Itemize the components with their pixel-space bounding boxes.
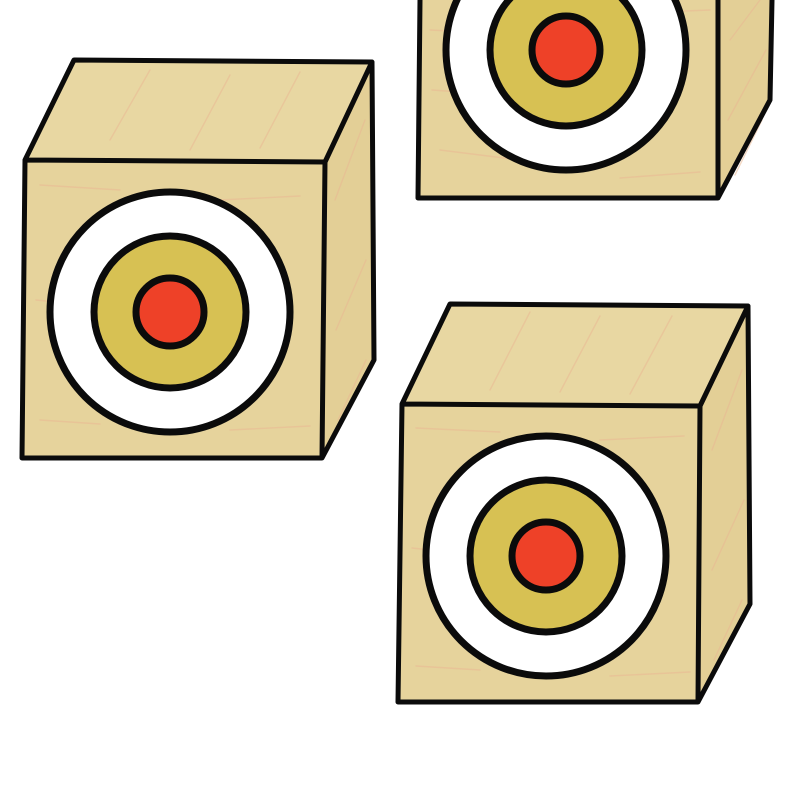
target-icon xyxy=(426,436,666,676)
target-bullseye xyxy=(532,16,600,84)
box-top-face xyxy=(402,304,748,406)
target-bullseye xyxy=(512,522,580,590)
box-top-face xyxy=(25,60,372,162)
target-box-1[interactable] xyxy=(418,0,772,198)
box-side-face xyxy=(718,0,772,198)
target-bullseye xyxy=(136,278,204,346)
target-icon xyxy=(50,192,290,432)
target-box-2[interactable] xyxy=(22,60,374,458)
target-box-3[interactable] xyxy=(398,304,750,702)
